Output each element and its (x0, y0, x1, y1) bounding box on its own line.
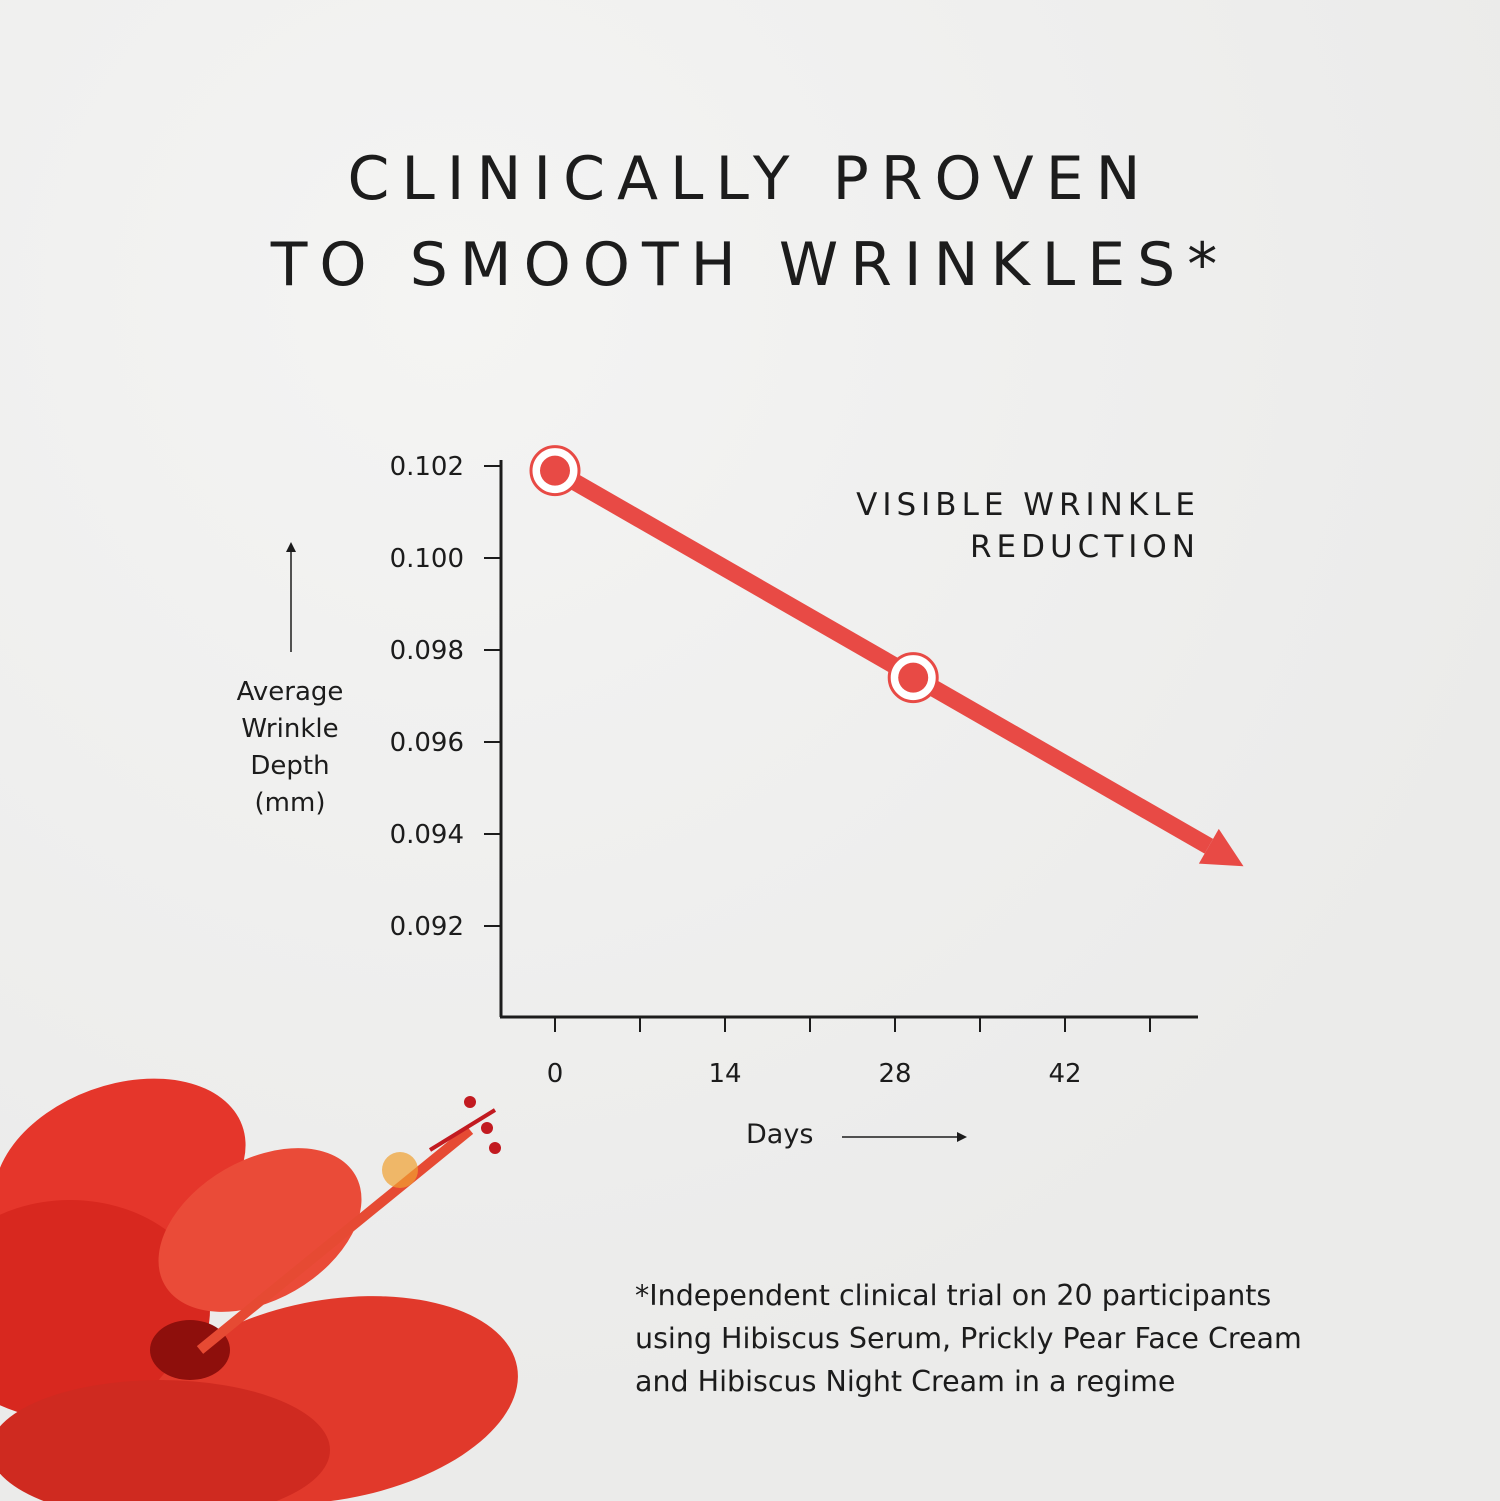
page-title: CLINICALLY PROVEN TO SMOOTH WRINKLES* (0, 136, 1500, 308)
y-label-line: Depth (250, 751, 330, 781)
y-tick-label: 0.092 (390, 912, 464, 942)
footnote: *Independent clinical trial on 20 partic… (635, 1274, 1302, 1403)
y-tick-label: 0.096 (390, 728, 464, 758)
x-tick-label: 28 (878, 1059, 911, 1089)
title-line-2: TO SMOOTH WRINKLES* (270, 230, 1230, 300)
annotation-line: REDUCTION (969, 529, 1200, 565)
footnote-line: *Independent clinical trial on 20 partic… (635, 1279, 1272, 1312)
y-label-line: Average (236, 677, 344, 707)
y-tick-label: 0.098 (390, 636, 464, 666)
footnote-line: using Hibiscus Serum, Prickly Pear Face … (635, 1322, 1302, 1355)
chart-annotation: VISIBLE WRINKLE REDUCTION (856, 484, 1200, 568)
title-line-1: CLINICALLY PROVEN (347, 144, 1153, 214)
y-tick-label: 0.102 (390, 452, 464, 482)
hibiscus-flower-icon (0, 1078, 518, 1501)
x-tick-label: 0 (547, 1059, 564, 1089)
x-tick-label: 14 (708, 1059, 741, 1089)
data-point (898, 662, 929, 693)
y-tick-label: 0.094 (390, 820, 464, 850)
x-axis-label: Days (746, 1119, 814, 1150)
y-label-line: (mm) (254, 788, 326, 818)
data-point (540, 455, 570, 486)
y-axis-arrow-icon (286, 542, 296, 552)
y-label-line: Wrinkle (241, 714, 339, 744)
y-axis-label: Average Wrinkle Depth (mm) (200, 674, 380, 822)
trend-arrowhead (1198, 828, 1244, 867)
x-tick-label: 42 (1048, 1059, 1081, 1089)
x-axis-arrow-icon (957, 1132, 967, 1142)
trend-line (550, 463, 1214, 854)
footnote-line: and Hibiscus Night Cream in a regime (635, 1365, 1176, 1398)
y-tick-label: 0.100 (390, 544, 464, 574)
annotation-line: VISIBLE WRINKLE (856, 487, 1200, 523)
